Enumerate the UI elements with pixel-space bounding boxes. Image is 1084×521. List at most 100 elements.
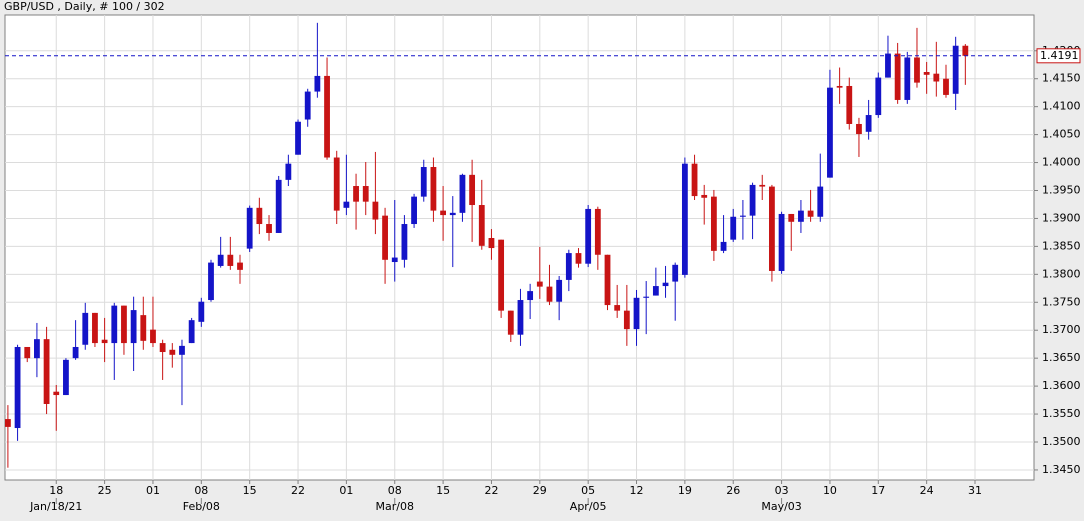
y-tick-label: 1.4000 [1042, 156, 1081, 169]
x-tick-label: 26 [726, 484, 740, 497]
x-period-label: May/03 [761, 500, 801, 513]
candle-body [933, 73, 940, 82]
candle-body [188, 320, 195, 344]
last-price-label: 1.4191 [1040, 49, 1079, 62]
candle-body [943, 78, 949, 95]
candle-body [362, 186, 369, 202]
candle-body [63, 359, 69, 396]
x-tick-label: 31 [968, 484, 982, 497]
x-tick-label: 05 [581, 484, 595, 497]
x-tick-label: 03 [775, 484, 789, 497]
x-tick-label: 01 [146, 484, 160, 497]
candle-body [662, 282, 669, 287]
y-tick-label: 1.3750 [1042, 295, 1081, 308]
candle-body [275, 179, 282, 233]
candle-body [53, 391, 60, 396]
candle-body [575, 253, 582, 264]
candle-body [159, 343, 166, 353]
y-tick-label: 1.3600 [1042, 379, 1081, 392]
candle-body [856, 123, 862, 135]
candle-body [769, 186, 775, 271]
candle-body [304, 91, 311, 120]
candle-body [24, 346, 31, 359]
candle-body [391, 257, 398, 263]
candle-body [82, 312, 89, 345]
x-tick-label: 22 [484, 484, 498, 497]
candle-body [546, 286, 553, 302]
candle-body [198, 301, 205, 322]
x-period-label: Mar/08 [376, 500, 414, 513]
candle-body [459, 174, 466, 213]
x-tick-label: 12 [630, 484, 644, 497]
candle-body [962, 45, 969, 56]
candle-body [817, 186, 824, 217]
candle-body [227, 254, 234, 266]
candle-body [314, 75, 321, 92]
y-tick-label: 1.3900 [1042, 211, 1081, 224]
x-tick-label: 17 [871, 484, 885, 497]
candle-body [798, 210, 804, 222]
candle-body [208, 262, 214, 301]
candle-body [478, 205, 485, 246]
candle-body [121, 305, 127, 344]
candle-body [488, 237, 495, 249]
candle-body [92, 312, 98, 344]
y-tick-label: 1.3800 [1042, 267, 1081, 280]
candle-body [469, 174, 476, 206]
x-tick-label: 08 [388, 484, 402, 497]
x-tick-label: 19 [678, 484, 692, 497]
candle-body [923, 72, 930, 75]
candle-body [846, 85, 853, 124]
candle-body [420, 167, 427, 197]
x-tick-label: 15 [243, 484, 257, 497]
candle-body [382, 215, 388, 260]
x-tick-label: 25 [98, 484, 112, 497]
x-tick-label: 18 [49, 484, 63, 497]
candle-body [536, 281, 543, 287]
x-tick-label: 08 [194, 484, 208, 497]
candle-body [353, 186, 359, 202]
candle-body [507, 310, 514, 335]
candle-body [101, 339, 108, 344]
y-tick-label: 1.4150 [1042, 72, 1081, 85]
candle-body [130, 310, 137, 344]
candle-body [372, 201, 379, 220]
candle-body [952, 45, 959, 94]
candle-body [179, 345, 185, 355]
x-period-label: Jan/18/21 [29, 500, 82, 513]
candle-body [604, 254, 611, 306]
y-tick-label: 1.4050 [1042, 128, 1081, 141]
candle-body [633, 297, 640, 330]
candle-body [759, 184, 766, 187]
candle-body [14, 346, 21, 429]
candle-body [885, 53, 891, 78]
candle-body [865, 115, 872, 132]
candle-body [681, 163, 688, 275]
x-period-label: Apr/05 [570, 500, 607, 513]
candle-body [237, 262, 243, 270]
candle-body [894, 53, 901, 100]
x-tick-label: 29 [533, 484, 547, 497]
candle-body [623, 310, 630, 330]
x-tick-label: 22 [291, 484, 305, 497]
candle-body [788, 213, 795, 222]
candle-body [401, 224, 408, 260]
candle-body [720, 241, 727, 251]
candle-body [740, 215, 746, 217]
chart-title: GBP/USD , Daily, # 100 / 302 [4, 0, 165, 13]
candle-body [256, 207, 263, 225]
candle-body [440, 210, 446, 216]
candle-body [556, 279, 563, 302]
candle-body [333, 157, 340, 211]
candle-body [266, 224, 272, 233]
candle-body [710, 196, 717, 251]
candle-body [614, 305, 621, 311]
candle-body [449, 212, 456, 216]
candle-body [111, 305, 118, 344]
candle-body [836, 85, 843, 88]
candle-body [730, 216, 737, 240]
candle-body [5, 419, 11, 427]
candle-body [827, 87, 833, 178]
candle-body [643, 296, 650, 298]
